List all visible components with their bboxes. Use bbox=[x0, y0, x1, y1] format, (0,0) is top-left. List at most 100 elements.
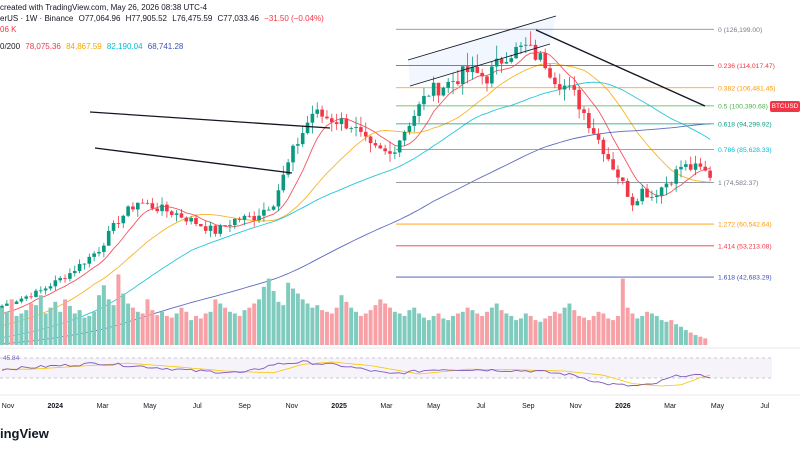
volume-bar bbox=[130, 307, 135, 345]
volume-bar bbox=[48, 307, 53, 345]
candle-body bbox=[116, 223, 121, 224]
volume-bar bbox=[373, 305, 378, 345]
high-value: H77,905.52 bbox=[125, 14, 168, 23]
volume-bar bbox=[392, 311, 397, 345]
volume-bar bbox=[533, 320, 538, 345]
volume-bar bbox=[426, 320, 431, 345]
candle-body bbox=[538, 53, 543, 60]
candle-body bbox=[218, 225, 223, 234]
candle-body bbox=[48, 286, 53, 289]
candle-body bbox=[591, 128, 596, 134]
volume-bar bbox=[266, 278, 271, 345]
candle-body bbox=[611, 159, 615, 170]
candle-body bbox=[635, 201, 640, 206]
volume-bar bbox=[271, 291, 276, 345]
candle-body bbox=[485, 76, 489, 84]
candle-body bbox=[237, 218, 242, 220]
low-value: L76,475.59 bbox=[172, 14, 213, 23]
candle-body bbox=[480, 72, 484, 77]
volume-bar bbox=[611, 320, 616, 345]
change-value: −31.50 (−0.04%) bbox=[264, 14, 324, 23]
volume-bar bbox=[237, 315, 242, 345]
volume-bar bbox=[324, 311, 329, 345]
volume-bar bbox=[664, 321, 669, 345]
candle-body bbox=[470, 66, 475, 73]
candle-body bbox=[43, 288, 48, 291]
volume-bar bbox=[160, 311, 165, 345]
candle-body bbox=[490, 66, 494, 84]
candle-body bbox=[339, 118, 344, 125]
x-tick-label: May bbox=[427, 403, 441, 410]
candle-body bbox=[460, 66, 465, 85]
candle-body bbox=[514, 46, 518, 59]
x-tick-label: Nov bbox=[569, 403, 582, 410]
candle-body bbox=[165, 204, 169, 212]
candle-body bbox=[412, 115, 417, 126]
volume-bar bbox=[441, 318, 446, 345]
candle-body bbox=[402, 131, 407, 141]
volume-bar bbox=[0, 307, 4, 345]
candle-body bbox=[446, 81, 450, 88]
volume-bar bbox=[281, 305, 286, 345]
candle-body bbox=[77, 264, 82, 271]
volume-bar bbox=[72, 313, 77, 345]
candle-body bbox=[155, 208, 159, 212]
volume-bar bbox=[455, 313, 460, 345]
volume-bar bbox=[252, 303, 257, 345]
volume-bar bbox=[465, 307, 470, 345]
candle-body bbox=[276, 190, 281, 207]
candle-body bbox=[431, 82, 436, 96]
candle-body bbox=[63, 278, 67, 279]
candle-body bbox=[373, 143, 378, 146]
volume-bar bbox=[4, 311, 9, 345]
candle-body bbox=[315, 109, 320, 114]
candle-body bbox=[378, 145, 383, 149]
candle-body bbox=[354, 127, 358, 129]
candle-body bbox=[131, 206, 135, 210]
volume-bar bbox=[106, 299, 111, 345]
volume-bar bbox=[358, 315, 363, 345]
fib-label-2: 0.382 (106,481.45) bbox=[718, 85, 775, 92]
candle-body bbox=[136, 202, 140, 210]
volume-bar bbox=[557, 313, 562, 345]
volume-bar bbox=[198, 318, 203, 345]
candle-body bbox=[92, 253, 96, 257]
candle-body bbox=[650, 197, 654, 198]
candle-body bbox=[0, 305, 4, 309]
candle-body bbox=[140, 202, 145, 204]
volume-bar bbox=[63, 299, 68, 345]
volume-bar bbox=[208, 311, 213, 345]
candle-body bbox=[494, 58, 499, 67]
volume-bar bbox=[586, 320, 591, 345]
candle-body bbox=[659, 187, 664, 196]
candle-body bbox=[213, 225, 218, 234]
header-volume: 06 K bbox=[0, 25, 16, 34]
volume-bar bbox=[552, 311, 557, 345]
candle-body bbox=[654, 195, 659, 198]
x-tick-label: Sep bbox=[238, 403, 251, 410]
rsi-value-label: 45.84 bbox=[3, 355, 20, 362]
x-tick-label: Jul bbox=[760, 403, 769, 410]
candle-body bbox=[72, 270, 77, 274]
x-tick-label: 2026 bbox=[615, 403, 631, 410]
candle-body bbox=[504, 61, 509, 64]
candle-body bbox=[203, 226, 208, 231]
fib-label-3: 0.5 (100,390.68) bbox=[718, 103, 768, 110]
volume-bar bbox=[683, 330, 688, 345]
channel-fill bbox=[408, 16, 556, 86]
candle-body bbox=[305, 122, 310, 134]
candle-body bbox=[266, 209, 271, 211]
candle-body bbox=[184, 217, 189, 222]
candle-body bbox=[509, 58, 514, 62]
candle-body bbox=[223, 225, 227, 227]
volume-bar bbox=[43, 313, 48, 345]
x-tick-label: Mar bbox=[97, 403, 110, 410]
volume-bar bbox=[67, 305, 72, 345]
candle-body bbox=[451, 81, 455, 83]
x-tick-label: 2024 bbox=[48, 403, 64, 410]
candle-body bbox=[524, 44, 528, 46]
volume-bar bbox=[412, 307, 417, 345]
candle-body bbox=[363, 131, 368, 137]
